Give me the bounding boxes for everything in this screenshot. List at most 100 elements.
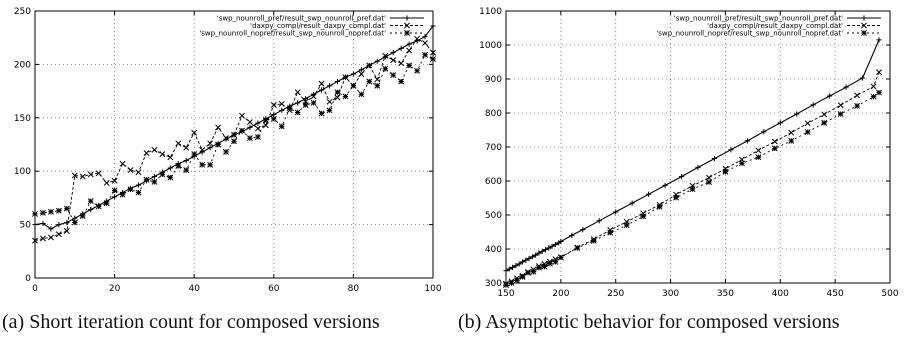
data-point bbox=[678, 173, 685, 180]
y-tick-label: 50 bbox=[20, 221, 32, 231]
data-point bbox=[590, 237, 597, 244]
data-point bbox=[689, 186, 696, 193]
data-point bbox=[557, 254, 564, 261]
x-tick-label: 150 bbox=[497, 289, 514, 299]
series-x bbox=[32, 35, 436, 244]
plot-frame bbox=[505, 10, 891, 284]
data-point bbox=[509, 264, 516, 270]
data-point bbox=[827, 93, 833, 99]
data-point bbox=[804, 120, 811, 127]
legend-marker bbox=[404, 15, 410, 21]
series-line bbox=[34, 38, 434, 242]
data-point bbox=[837, 111, 844, 117]
data-point bbox=[151, 146, 158, 153]
data-point bbox=[552, 256, 559, 263]
data-point bbox=[530, 268, 537, 275]
data-point bbox=[516, 261, 522, 267]
data-point bbox=[191, 151, 198, 158]
data-point bbox=[262, 116, 269, 123]
y-tick-label: 300 bbox=[485, 279, 502, 289]
data-point bbox=[183, 157, 189, 164]
y-tick-label: 600 bbox=[485, 177, 502, 187]
data-point bbox=[366, 62, 373, 69]
data-point bbox=[706, 174, 712, 181]
data-point bbox=[318, 110, 325, 117]
data-point bbox=[318, 87, 325, 93]
x-tick-label: 350 bbox=[717, 289, 734, 299]
data-point bbox=[40, 209, 46, 216]
data-point bbox=[552, 258, 559, 265]
data-point bbox=[143, 150, 150, 156]
x-tick-label: 250 bbox=[607, 289, 624, 299]
y-tick-label: 250 bbox=[14, 7, 31, 17]
data-point bbox=[239, 112, 245, 119]
data-point bbox=[514, 277, 520, 284]
data-point bbox=[310, 93, 317, 100]
series-line bbox=[505, 72, 880, 285]
data-point bbox=[350, 71, 356, 77]
data-point bbox=[64, 219, 70, 226]
data-point bbox=[804, 129, 811, 135]
data-point bbox=[358, 67, 364, 73]
data-point bbox=[326, 107, 333, 114]
data-point bbox=[167, 165, 173, 171]
data-point bbox=[821, 119, 828, 126]
legend: 'swp_nounroll_pref/result_swp_nounroll_p… bbox=[199, 15, 424, 38]
data-point bbox=[771, 145, 778, 152]
data-point bbox=[246, 119, 253, 126]
y-tick-label: 1100 bbox=[479, 7, 502, 17]
series-line bbox=[505, 39, 880, 272]
x-tick-label: 80 bbox=[348, 284, 360, 294]
x-tick-label: 200 bbox=[552, 289, 569, 299]
data-point bbox=[513, 263, 519, 269]
legend-label: 'daxpy_compl/result_daxpy_compl.dat' bbox=[250, 22, 386, 30]
data-point bbox=[207, 161, 214, 168]
data-point bbox=[143, 176, 150, 183]
data-point bbox=[167, 174, 174, 181]
data-point bbox=[546, 245, 552, 251]
data-point bbox=[294, 109, 301, 116]
data-point bbox=[580, 227, 586, 233]
y-tick-label: 150 bbox=[14, 114, 31, 124]
data-point bbox=[506, 266, 512, 272]
y-tick-label: 200 bbox=[14, 60, 31, 70]
data-point bbox=[215, 141, 222, 148]
data-point bbox=[111, 187, 118, 194]
data-point bbox=[119, 191, 126, 198]
data-point bbox=[167, 154, 174, 161]
data-point bbox=[358, 91, 365, 98]
data-point bbox=[503, 282, 509, 288]
data-point bbox=[40, 220, 46, 227]
legend-marker bbox=[404, 22, 410, 29]
data-point bbox=[728, 147, 734, 153]
data-point bbox=[398, 60, 405, 67]
data-point bbox=[87, 198, 94, 205]
data-point bbox=[876, 69, 882, 76]
x-tick-label: 0 bbox=[32, 284, 38, 294]
data-point bbox=[837, 102, 844, 109]
legend-label: 'swp_nounroll_nopref/result_swp_nounroll… bbox=[199, 30, 386, 38]
data-point bbox=[318, 80, 325, 87]
data-point bbox=[231, 138, 237, 145]
data-point bbox=[270, 115, 277, 122]
data-point bbox=[523, 257, 529, 263]
data-point bbox=[821, 111, 828, 118]
data-point bbox=[199, 146, 206, 153]
data-point bbox=[47, 208, 54, 215]
data-point bbox=[358, 71, 365, 77]
data-point bbox=[390, 72, 397, 79]
data-point bbox=[111, 177, 118, 184]
data-point bbox=[127, 167, 134, 174]
data-point bbox=[536, 250, 542, 256]
data-point bbox=[87, 171, 94, 178]
data-point bbox=[175, 162, 182, 169]
legend-marker bbox=[861, 30, 867, 36]
data-point bbox=[777, 120, 783, 126]
data-point bbox=[350, 82, 357, 89]
data-point bbox=[71, 172, 78, 179]
data-point bbox=[541, 263, 548, 270]
data-point bbox=[310, 99, 317, 106]
data-point bbox=[326, 83, 333, 89]
data-point bbox=[422, 40, 428, 46]
data-point bbox=[406, 47, 413, 54]
